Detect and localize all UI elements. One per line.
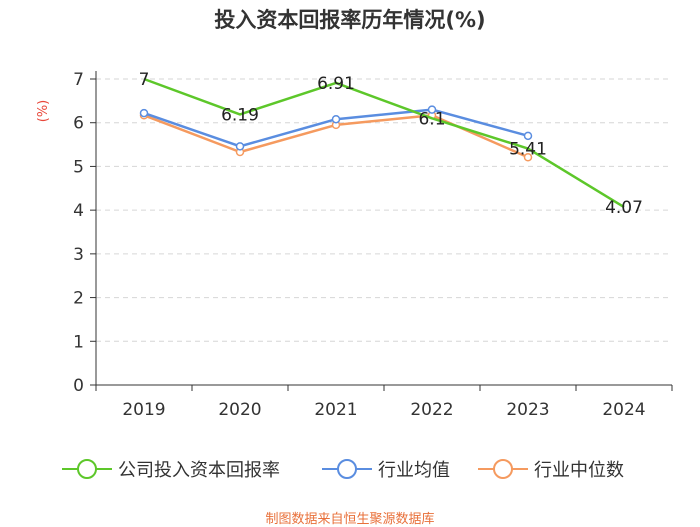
x-tick-label-2019: 2019 [122,400,165,420]
legend-label-2[interactable]: 行业中位数 [534,460,624,481]
data-label: 6.19 [221,105,259,125]
axes: 0 1 2 3 4 5 6 7 (%) 2019 2020 2021 2022 2023 2024 [36,70,673,420]
y-tick-label: 6 [73,114,84,134]
y-tick-label: 7 [73,70,84,90]
chart-title: 投入资本回报率历年情况(%) [214,8,486,32]
data-label: 4.07 [605,198,643,218]
series-point-1 [139,108,149,118]
legend-label-0[interactable]: 公司投入资本回报率 [118,460,280,481]
series-point-1 [235,142,245,151]
series-point-1 [331,114,341,124]
grid-lines [96,78,672,342]
y-tick-label: 5 [73,157,84,177]
y-tick-label: 3 [73,245,84,265]
data-label: 6.91 [317,74,355,94]
x-tick-label-2021: 2021 [314,400,357,420]
legend-marker-0 [77,459,97,479]
data-labels: 7 6.19 6.91 6.1 5.41 4.07 [139,70,643,218]
legend-marker-2 [493,459,513,479]
x-tick-label-2023: 2023 [506,400,549,420]
legend-label-1[interactable]: 行业均值 [378,460,450,481]
x-tick-label-2020: 2020 [218,400,261,420]
legend[interactable]: 公司投入资本回报率 行业均值 行业中位数 [62,459,624,481]
series-lines [139,77,625,209]
y-tick-label: 1 [73,332,84,352]
series-point-1 [427,105,437,114]
series-point-1 [523,131,533,141]
y-axis-label: (%) [36,100,51,123]
source-note: 制图数据来自恒生聚源数据库 [265,512,435,527]
legend-marker-1 [337,459,357,479]
data-label: 6.1 [418,109,445,129]
data-label: 7 [139,70,150,90]
x-tick-label-2024: 2024 [602,400,645,420]
y-tick-label: 4 [73,201,84,221]
x-tick-label-2022: 2022 [410,400,453,420]
data-label: 5.41 [509,140,547,160]
y-tick-label: 0 [73,376,84,396]
y-tick-label: 2 [73,289,84,309]
series-point-2 [523,152,533,162]
series-line-0 [143,77,625,209]
